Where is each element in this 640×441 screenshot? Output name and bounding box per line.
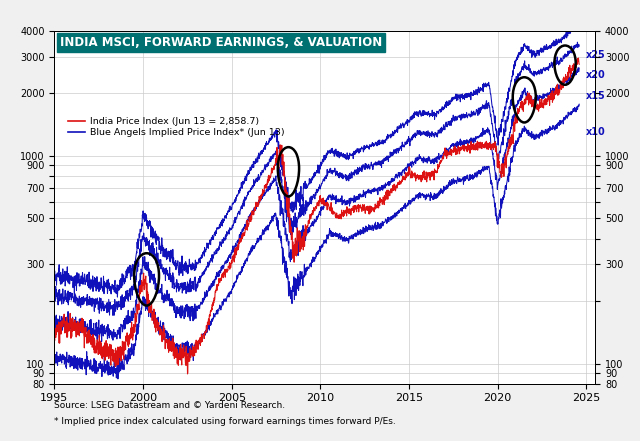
Legend: India Price Index (Jun 13 = 2,858.7), Blue Angels Implied Price Index* (Jun 13): India Price Index (Jun 13 = 2,858.7), Bl… — [65, 113, 289, 141]
Text: INDIA MSCI, FORWARD EARNINGS, & VALUATION: INDIA MSCI, FORWARD EARNINGS, & VALUATIO… — [60, 36, 382, 49]
Text: x15: x15 — [586, 91, 606, 101]
Text: x25: x25 — [586, 50, 606, 60]
Text: x10: x10 — [586, 127, 606, 137]
Text: * Implied price index calculated using forward earnings times forward P/Es.: * Implied price index calculated using f… — [54, 417, 396, 426]
Text: x20: x20 — [586, 70, 606, 80]
Text: Source: LSEG Datastream and © Yardeni Research.: Source: LSEG Datastream and © Yardeni Re… — [54, 401, 285, 410]
